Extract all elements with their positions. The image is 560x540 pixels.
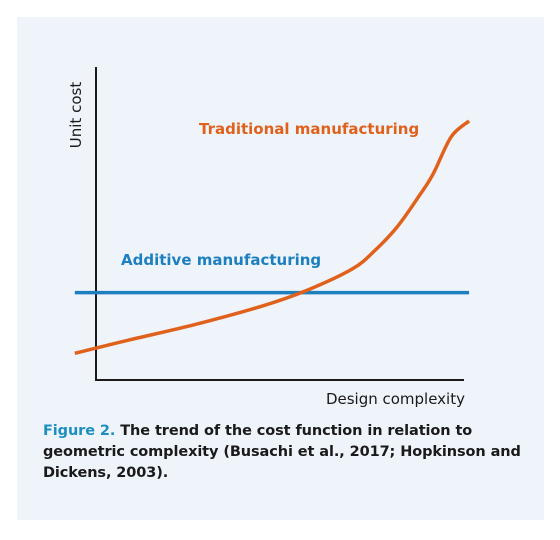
figure-card: Unit cost Design complexity Traditional … (17, 17, 544, 520)
figure-label: Figure 2. (43, 423, 116, 439)
series-label-traditional: Traditional manufacturing (199, 120, 419, 138)
y-axis-label: Unit cost (67, 82, 85, 149)
series-line-traditional (74, 119, 471, 355)
series-layer (74, 119, 471, 355)
figure-caption: Figure 2. The trend of the cost function… (43, 421, 523, 484)
series-label-additive: Additive manufacturing (121, 251, 321, 269)
caption-text: The trend of the cost function in relati… (43, 423, 521, 481)
x-axis-label: Design complexity (326, 390, 465, 408)
chart-axes (95, 67, 464, 381)
chart: Unit cost Design complexity Traditional … (67, 67, 471, 408)
